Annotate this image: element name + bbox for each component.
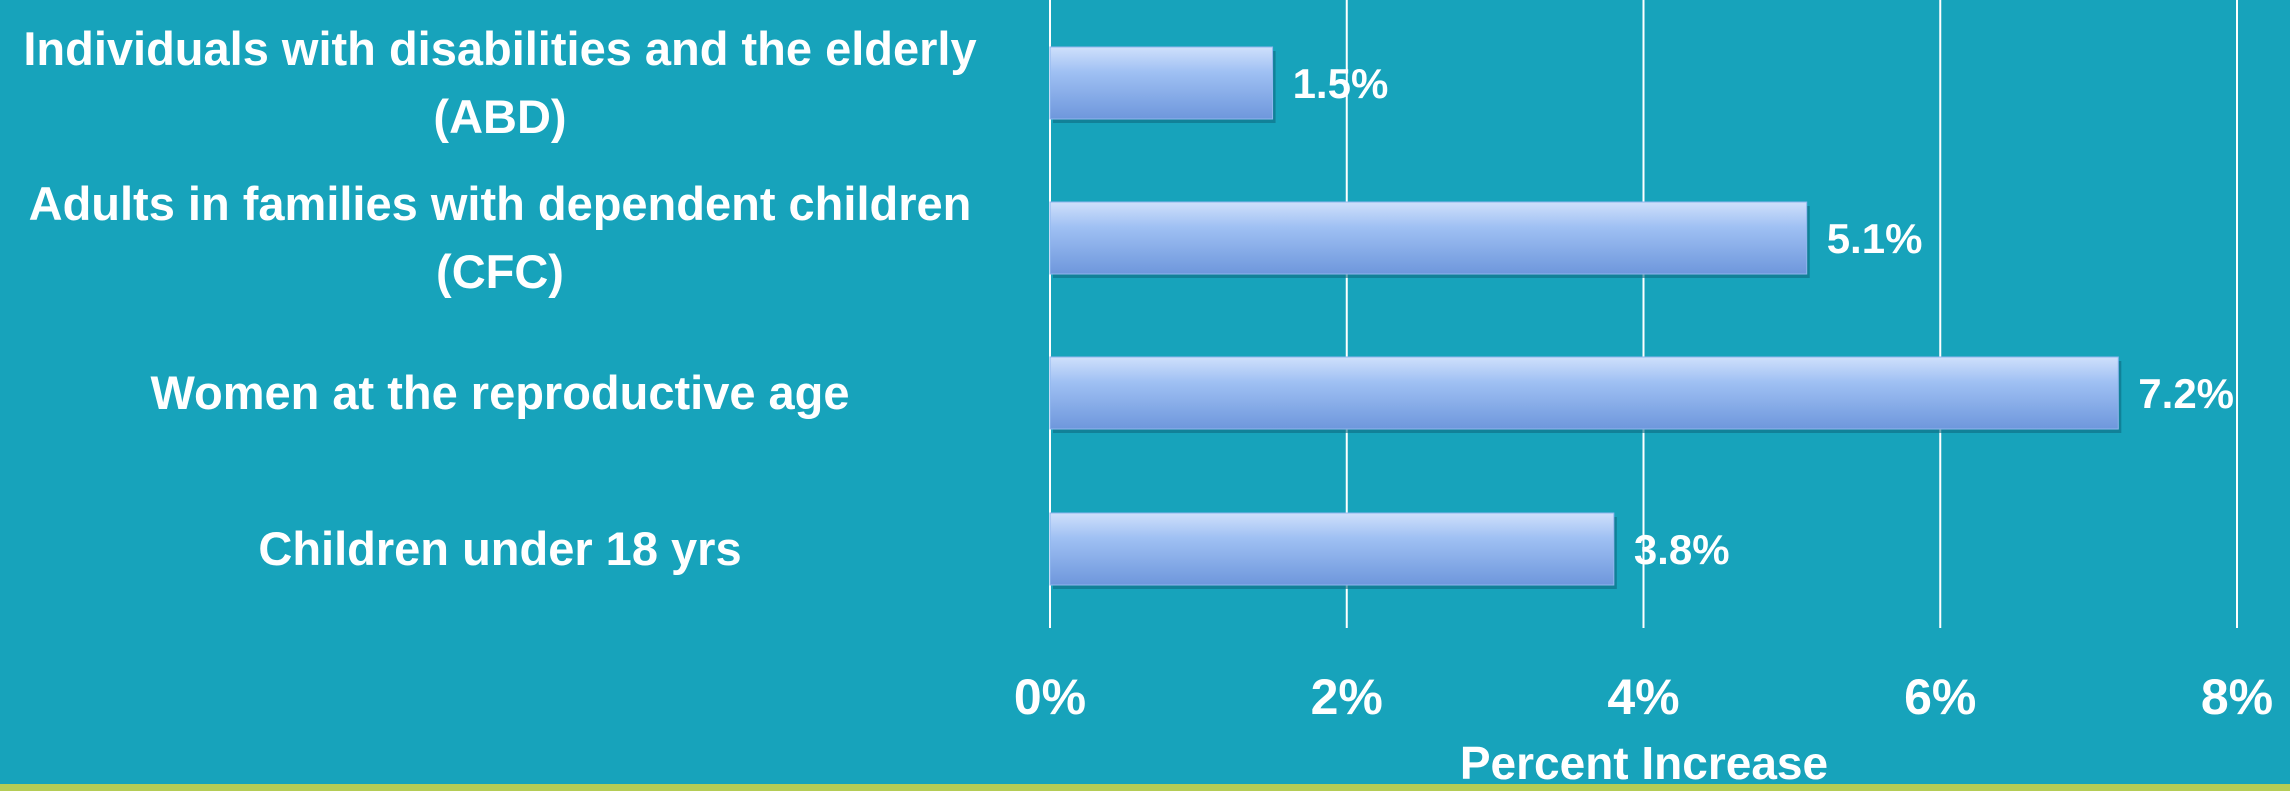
x-tick-label: 8% [2201, 669, 2273, 725]
category-label: Individuals with disabilities and the el… [23, 22, 977, 143]
x-tick-label: 0% [1014, 669, 1086, 725]
bar [1049, 46, 1274, 120]
value-label: 7.2% [2138, 370, 2234, 417]
value-label: 1.5% [1293, 60, 1389, 107]
bar [1049, 201, 1808, 275]
x-tick-label: 4% [1607, 669, 1679, 725]
bottom-stripe [0, 784, 2290, 791]
category-label: Women at the reproductive age [150, 366, 850, 419]
category-label: Adults in families with dependent childr… [28, 177, 972, 298]
value-label: 5.1% [1827, 215, 1923, 262]
bar [1049, 356, 2119, 430]
category-label: Children under 18 yrs [258, 522, 742, 575]
value-label: 3.8% [1634, 526, 1730, 573]
x-tick-label: 6% [1904, 669, 1976, 725]
x-tick-label: 2% [1311, 669, 1383, 725]
x-axis-title: Percent Increase [1460, 737, 1828, 789]
bar [1049, 512, 1615, 586]
